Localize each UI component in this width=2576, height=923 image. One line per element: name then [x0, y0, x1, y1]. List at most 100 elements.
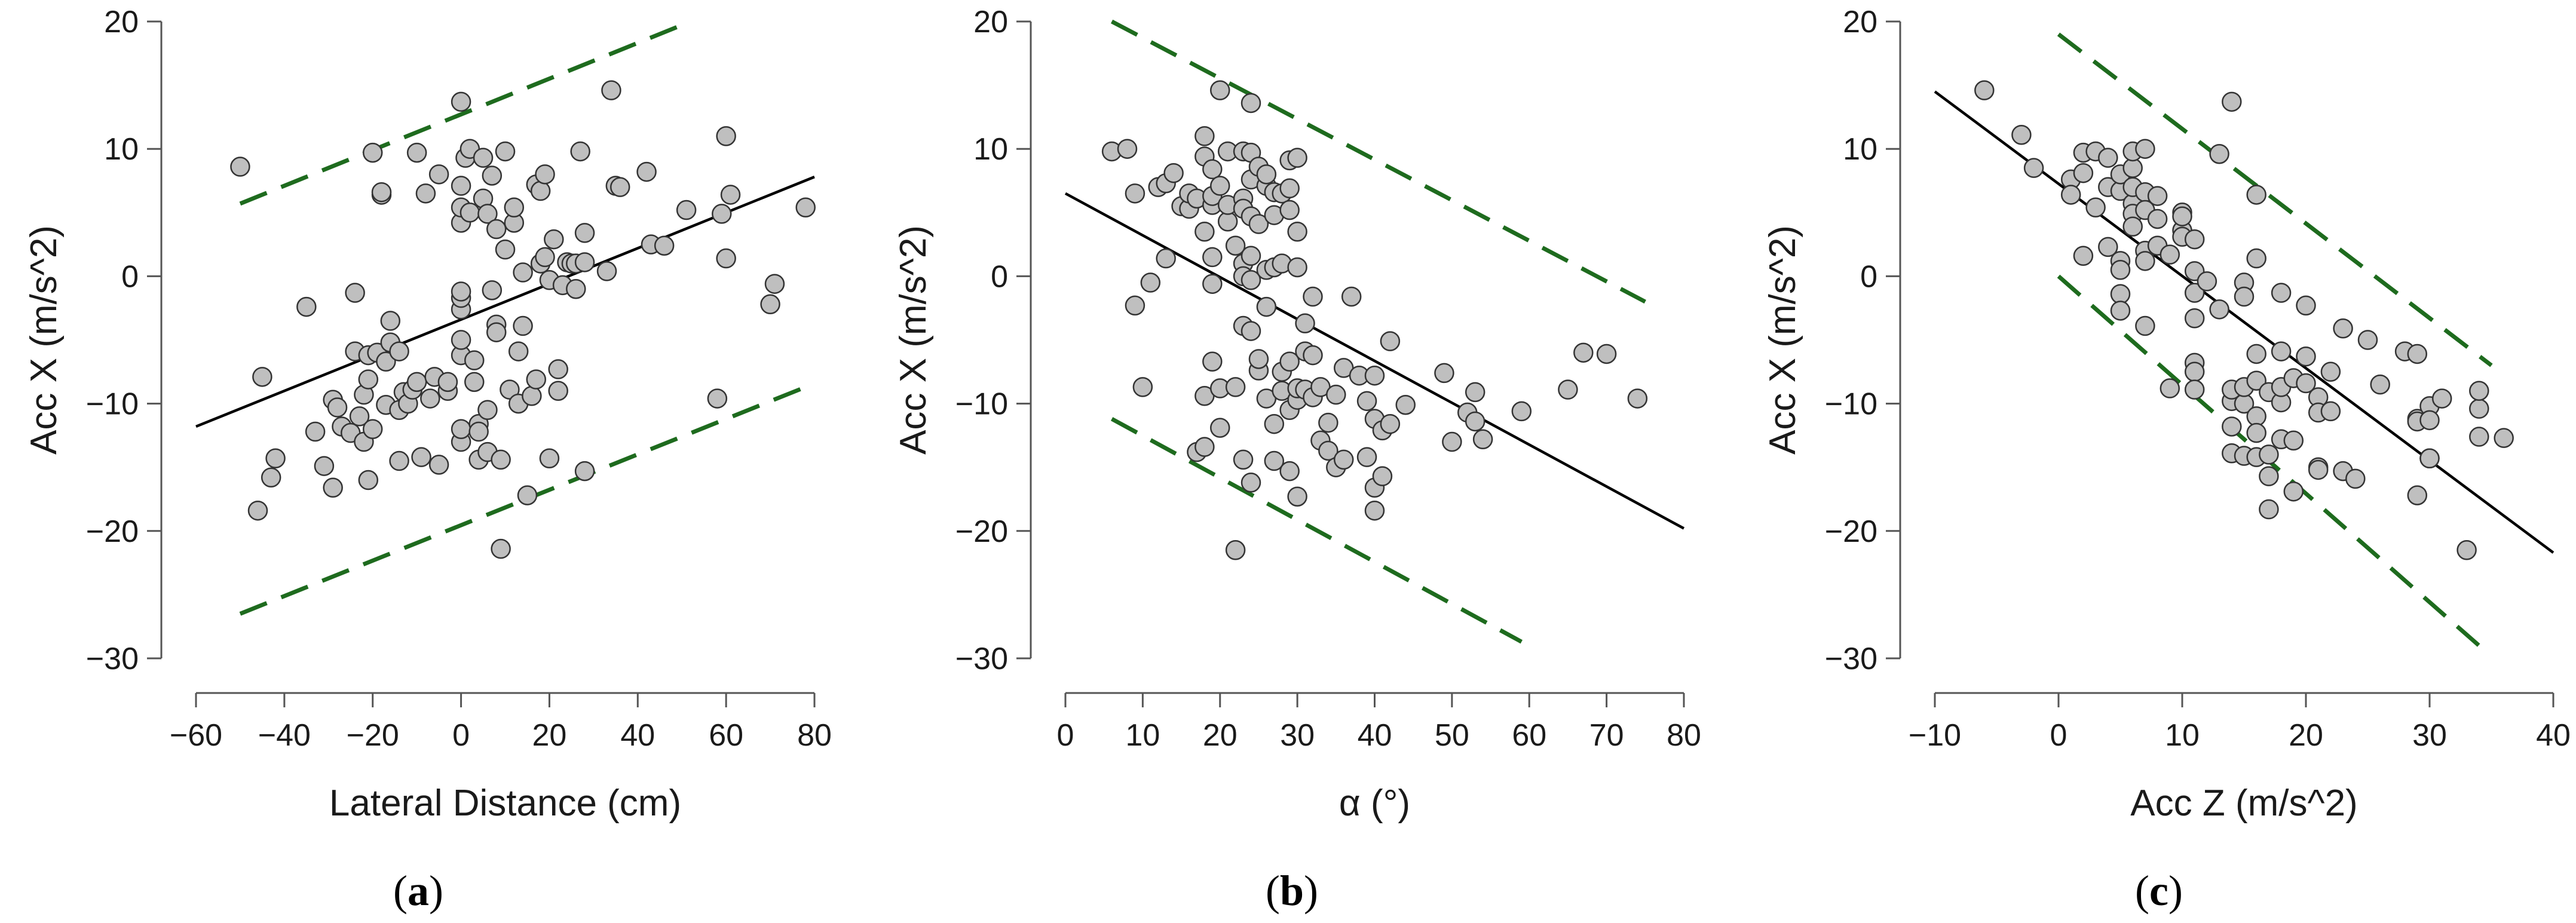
- data-point: [676, 200, 697, 220]
- data-point: [596, 261, 617, 281]
- data-point: [2246, 422, 2266, 443]
- data-point: [2469, 427, 2489, 447]
- data-point: [451, 419, 471, 439]
- data-point: [764, 274, 785, 294]
- data-point: [1217, 211, 1238, 232]
- data-point: [2011, 124, 2032, 145]
- data-point: [477, 400, 498, 421]
- data-point: [323, 477, 343, 498]
- data-point: [451, 330, 471, 350]
- data-point: [486, 219, 507, 240]
- data-point: [1248, 349, 1269, 369]
- panel-b-axes: 0 10 20 30 40 50 60 70 80 −30 −20 −10 0 10 20: [955, 5, 1701, 753]
- x-tick-label: 20: [2289, 718, 2323, 753]
- data-point: [609, 177, 630, 197]
- panel-a-prediction-bands: [239, 19, 807, 616]
- data-point: [1395, 394, 1416, 415]
- data-point: [1264, 413, 1285, 434]
- data-point: [305, 421, 326, 442]
- data-point: [548, 359, 568, 379]
- data-point: [451, 281, 471, 302]
- data-point: [1279, 461, 1300, 482]
- data-point: [230, 157, 250, 177]
- data-point: [513, 315, 533, 336]
- data-point: [1248, 214, 1269, 234]
- x-tick-label: 20: [1203, 718, 1238, 753]
- data-point: [795, 197, 816, 218]
- data-point: [1140, 272, 1161, 293]
- y-tick-label: −30: [955, 642, 1008, 676]
- data-point: [2098, 148, 2118, 168]
- data-point: [2023, 158, 2044, 178]
- data-point: [1380, 331, 1401, 351]
- data-point: [1240, 473, 1261, 493]
- y-tick-label: 0: [1860, 259, 1877, 294]
- data-point: [654, 235, 675, 256]
- data-point: [1233, 449, 1254, 470]
- data-point: [345, 283, 365, 303]
- x-tick-label: −20: [347, 718, 399, 753]
- data-point: [1279, 200, 1300, 220]
- data-point: [1210, 418, 1230, 438]
- data-point: [2357, 330, 2378, 350]
- data-point: [1125, 295, 1145, 316]
- x-tick-label: 40: [2536, 718, 2571, 753]
- data-point: [2110, 284, 2131, 304]
- x-tick-label: −60: [170, 718, 222, 753]
- regression-line: [195, 176, 815, 428]
- data-point: [716, 248, 736, 269]
- data-point: [1210, 176, 1230, 196]
- data-point: [491, 449, 511, 470]
- data-point: [411, 447, 431, 467]
- data-point: [1156, 248, 1176, 269]
- data-point: [1303, 345, 1323, 366]
- data-point: [1573, 342, 1594, 363]
- data-point: [2259, 444, 2279, 465]
- data-point: [2246, 406, 2266, 427]
- y-tick-label: 10: [973, 132, 1008, 167]
- data-point: [2407, 485, 2428, 505]
- data-point: [1596, 344, 1617, 364]
- panel-c-x-axis-label: Acc Z (m/s^2): [2130, 783, 2357, 824]
- data-point: [2222, 416, 2242, 437]
- lower-prediction-band: [239, 385, 807, 616]
- data-point: [2407, 344, 2428, 364]
- x-tick-label: 30: [1280, 718, 1315, 753]
- x-tick-label: −40: [258, 718, 311, 753]
- panel-b-caption-label: (b): [1266, 867, 1318, 915]
- x-tick-label: 60: [1512, 718, 1546, 753]
- panel-a-x-axis-label: Lateral Distance (cm): [329, 783, 681, 824]
- x-tick-label: 20: [532, 718, 567, 753]
- data-point: [451, 176, 471, 196]
- data-point: [2184, 283, 2205, 303]
- y-tick-label: −10: [1825, 387, 1877, 422]
- data-point: [464, 350, 485, 370]
- data-point: [2209, 143, 2229, 164]
- data-point: [716, 126, 736, 146]
- data-point: [437, 372, 458, 392]
- data-point: [1240, 321, 1261, 341]
- y-tick-label: 0: [991, 259, 1008, 294]
- lower-prediction-band: [1110, 417, 1523, 644]
- data-point: [2135, 251, 2155, 271]
- data-point: [548, 381, 568, 401]
- data-point: [1240, 93, 1261, 114]
- data-point: [2110, 259, 2131, 280]
- data-point: [1194, 437, 1215, 457]
- panel-c-prediction-bands: [2057, 32, 2493, 648]
- data-point: [428, 164, 449, 185]
- panel-a-y-axis-label: Acc X (m/s^2): [23, 225, 65, 455]
- data-point: [2160, 244, 2180, 265]
- panel-b-scatter-points: [1101, 80, 1648, 560]
- data-point: [707, 388, 728, 409]
- data-point: [2135, 139, 2155, 159]
- data-point: [570, 141, 590, 162]
- data-point: [358, 470, 379, 490]
- data-point: [349, 406, 370, 427]
- data-point: [2345, 468, 2366, 489]
- data-point: [2419, 448, 2440, 469]
- data-point: [482, 165, 503, 186]
- data-point: [508, 341, 529, 361]
- y-tick-label: −20: [86, 514, 139, 549]
